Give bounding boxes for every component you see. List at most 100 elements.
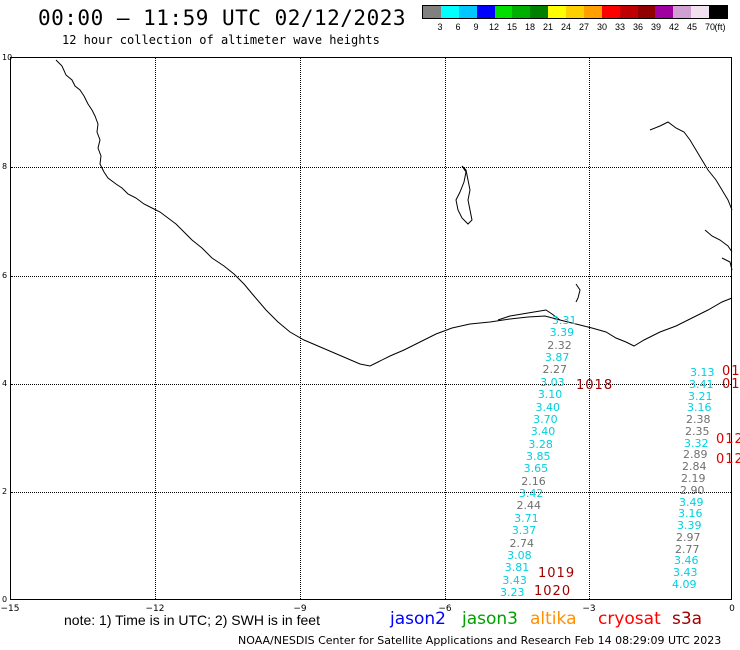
legend-swatch: [458, 6, 477, 18]
wave-height-value: 3.49: [679, 495, 704, 509]
wave-height-value: 3.39: [549, 326, 575, 340]
satellite-label-jason2: jason2: [390, 609, 446, 629]
grid-line-horizontal: [11, 492, 731, 493]
edge-label: 01: [722, 364, 740, 379]
legend-label: 45: [686, 22, 698, 32]
wave-height-value: 2.32: [547, 338, 572, 352]
grid-line-vertical: [589, 58, 590, 599]
wave-height-value: 3.87: [544, 351, 570, 365]
cyclone-pressure-label: 1019: [538, 566, 576, 581]
wave-height-value: 3.13: [690, 366, 715, 379]
wave-height-value: 3.28: [528, 437, 553, 451]
wave-height-value: 3.40: [530, 425, 556, 439]
map-frame: [10, 57, 732, 600]
x-tick-label: −15: [0, 604, 20, 614]
wave-height-value: 3.40: [535, 400, 560, 414]
wave-height-value: 2.84: [682, 460, 707, 474]
wave-height-value: 3.70: [533, 412, 558, 426]
edge-label: 012: [716, 432, 740, 447]
legend-label: 24: [560, 22, 572, 32]
wave-height-value: 3.43: [673, 566, 698, 580]
wave-height-value: 2.90: [680, 483, 705, 497]
legend-label: 18: [524, 22, 536, 32]
legend-swatch: [530, 6, 549, 18]
legend-label: 27: [578, 22, 590, 32]
wave-height-value: 3.46: [674, 554, 699, 568]
wave-height-value: 3.23: [500, 586, 525, 599]
wave-height-value: 3.85: [526, 450, 551, 463]
legend-swatch: [583, 6, 602, 18]
satellite-label-jason3: jason3: [462, 609, 518, 629]
legend-swatch: [512, 6, 531, 18]
x-tick-label: −6: [438, 604, 452, 614]
wave-height-value: 3.71: [514, 511, 539, 525]
wave-height-value: 3.65: [523, 462, 549, 476]
legend-swatch: [423, 6, 441, 18]
legend-swatch: [440, 6, 459, 18]
edge-label: 012: [716, 452, 740, 467]
wave-height-value: 3.31: [552, 314, 577, 327]
wave-height-value: 2.27: [542, 363, 568, 377]
wave-height-value: 2.38: [686, 413, 711, 427]
color-legend: [422, 5, 728, 19]
legend-swatch: [494, 6, 513, 18]
wave-height-value: 3.42: [518, 487, 544, 501]
legend-label: 39: [650, 22, 662, 32]
edge-label: 01: [722, 377, 740, 392]
legend-label: 15: [506, 22, 518, 32]
legend-labels: 3 6 9 12 15 18 21 24 27 30 33 36 39 42 45 70 (ft): [422, 22, 728, 34]
legend-label: 33: [614, 22, 626, 32]
legend-swatch: [601, 6, 620, 18]
wave-height-value: 2.74: [509, 536, 534, 550]
satellite-label-cryosat: cryosat: [598, 609, 661, 629]
wave-height-value: 3.37: [511, 524, 537, 538]
wave-height-value: 3.16: [678, 507, 703, 521]
x-tick-label: −3: [582, 604, 596, 614]
wave-height-value: 2.44: [516, 499, 542, 513]
satellite-label-s3a: s3a: [672, 609, 703, 629]
legend-swatch: [691, 6, 709, 18]
legend-swatch: [619, 6, 638, 18]
wave-height-value: 4.09: [672, 578, 697, 591]
wave-height-value: 3.39: [677, 519, 702, 533]
cyclone-pressure-label: 1018: [576, 378, 614, 393]
legend-label: 30: [596, 22, 608, 32]
grid-line-vertical: [445, 58, 446, 599]
x-tick-label: −9: [293, 604, 307, 614]
wave-height-value: 2.97: [676, 530, 701, 544]
y-tick-label: 0: [2, 595, 8, 604]
legend-label: 3: [437, 22, 443, 32]
legend-swatch: [637, 6, 656, 18]
x-tick-label: 0: [729, 604, 735, 614]
y-tick-label: 10: [2, 53, 13, 62]
wave-height-value: 3.03: [540, 375, 565, 389]
y-tick-label: 6: [2, 271, 8, 280]
wave-height-value: 3.41: [689, 377, 714, 391]
legend-label: 9: [473, 22, 479, 32]
legend-swatch: [709, 6, 727, 18]
legend-swatch: [476, 6, 495, 18]
mainland-coast: [55, 59, 733, 367]
y-tick-label: 8: [2, 162, 8, 171]
grid-line-vertical: [155, 58, 156, 599]
legend-label: 21: [542, 22, 554, 32]
wave-height-value: 3.43: [502, 573, 527, 587]
legend-swatch: [673, 6, 692, 18]
legend-unit: (ft): [714, 22, 726, 32]
footer-note: note: 1) Time is in UTC; 2) SWH is in fe…: [64, 612, 320, 628]
wave-height-value: 2.19: [681, 472, 706, 485]
legend-label: 6: [455, 22, 461, 32]
legend-label: 12: [488, 22, 500, 32]
map-subtitle: 12 hour collection of altimeter wave hei…: [62, 33, 380, 47]
y-tick-label: 2: [2, 487, 8, 496]
wave-height-value: 3.10: [537, 388, 563, 402]
y-tick-label: 4: [2, 379, 8, 388]
cyclone-pressure-label: 1020: [534, 584, 572, 599]
wave-height-value: 3.32: [684, 436, 709, 450]
inlet-coast: [497, 283, 581, 321]
wave-height-value: 3.08: [507, 548, 532, 562]
legend-swatch: [548, 6, 566, 18]
legend-label: 70: [704, 22, 716, 32]
legend-swatch: [655, 6, 674, 18]
